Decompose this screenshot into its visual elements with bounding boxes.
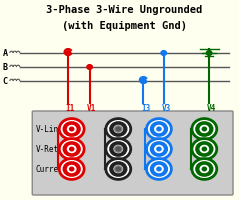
Circle shape (196, 142, 212, 156)
Circle shape (114, 166, 122, 172)
Circle shape (147, 159, 171, 179)
Circle shape (155, 126, 163, 132)
Text: 3-Phase 3-Wire Ungrounded: 3-Phase 3-Wire Ungrounded (46, 5, 202, 15)
Circle shape (59, 159, 84, 179)
Circle shape (114, 126, 122, 132)
Circle shape (106, 159, 131, 179)
Circle shape (106, 139, 131, 159)
Circle shape (157, 128, 161, 130)
Circle shape (201, 166, 208, 172)
Circle shape (110, 142, 126, 156)
FancyBboxPatch shape (32, 111, 233, 195)
Circle shape (155, 146, 163, 152)
Text: I1: I1 (66, 104, 75, 113)
Circle shape (114, 126, 122, 132)
Circle shape (155, 166, 163, 172)
Text: A: A (2, 48, 7, 58)
Circle shape (116, 167, 120, 171)
Text: V-Return: V-Return (36, 144, 73, 154)
Circle shape (68, 166, 76, 172)
Circle shape (114, 146, 122, 152)
Circle shape (116, 127, 120, 131)
Circle shape (68, 126, 76, 132)
Circle shape (147, 119, 171, 139)
Circle shape (196, 162, 212, 176)
Circle shape (114, 146, 122, 152)
Text: B: B (2, 62, 7, 72)
Text: I3: I3 (141, 104, 150, 113)
Circle shape (59, 139, 84, 159)
Circle shape (151, 162, 167, 176)
Circle shape (151, 122, 167, 136)
Circle shape (141, 79, 146, 83)
Text: C: C (2, 76, 7, 86)
Circle shape (59, 119, 84, 139)
Circle shape (70, 168, 73, 170)
Text: (with Equipment Gnd): (with Equipment Gnd) (62, 21, 187, 31)
Circle shape (192, 159, 217, 179)
Circle shape (87, 65, 92, 69)
Circle shape (192, 119, 217, 139)
Circle shape (114, 166, 122, 172)
Circle shape (203, 148, 206, 150)
Circle shape (68, 146, 76, 152)
Circle shape (151, 142, 167, 156)
Circle shape (201, 146, 208, 152)
Circle shape (192, 139, 217, 159)
Circle shape (66, 51, 71, 55)
Circle shape (110, 162, 126, 176)
Circle shape (196, 122, 212, 136)
Text: V3: V3 (161, 104, 171, 113)
Circle shape (64, 162, 80, 176)
Circle shape (116, 147, 120, 151)
Circle shape (147, 139, 171, 159)
Circle shape (201, 126, 208, 132)
Circle shape (157, 148, 161, 150)
Text: Current: Current (36, 164, 68, 173)
Circle shape (64, 122, 80, 136)
Circle shape (203, 128, 206, 130)
Circle shape (207, 51, 212, 55)
Circle shape (157, 168, 161, 170)
Circle shape (203, 168, 206, 170)
Circle shape (106, 119, 131, 139)
Circle shape (64, 142, 80, 156)
Text: V1: V1 (87, 104, 97, 113)
Circle shape (70, 128, 73, 130)
Circle shape (110, 122, 126, 136)
Circle shape (161, 51, 166, 55)
Text: V-Line: V-Line (36, 124, 64, 134)
Text: V4: V4 (207, 104, 216, 113)
Circle shape (70, 148, 73, 150)
